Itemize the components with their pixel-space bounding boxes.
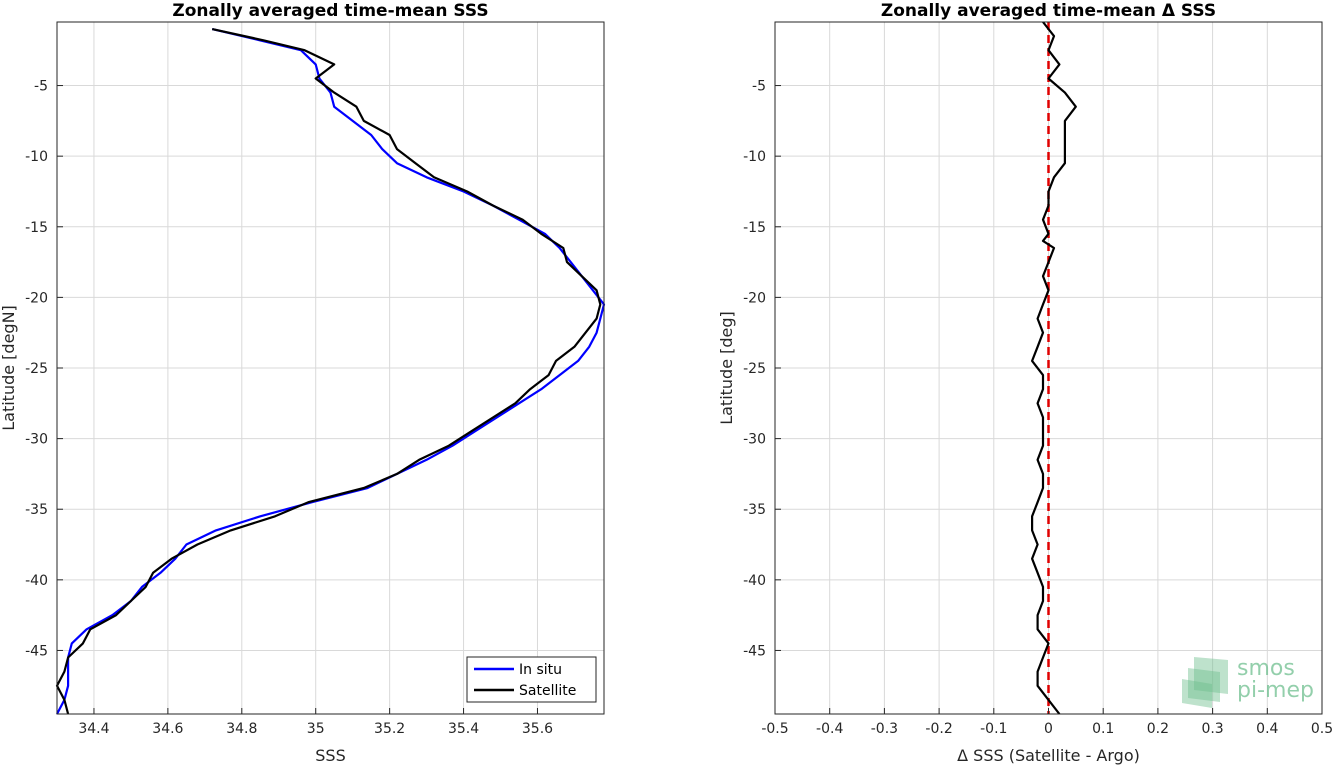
sss-y-axis-label: Latitude [degN] [0, 305, 18, 431]
sss-x-tick-label: 34.6 [152, 721, 183, 737]
delta-y-tick-label: -5 [752, 79, 766, 95]
delta-y-axis-label: Latitude [deg] [717, 311, 736, 425]
sss-y-tick-label: -20 [25, 290, 48, 306]
sss-x-tick-label: 35 [307, 721, 325, 737]
delta-y-ticks: -5 -10 -15 -20 -25 -30 -35 -40 -45 [743, 79, 781, 659]
delta-x-tick-label: 0 [1044, 721, 1053, 737]
smos-pi-mep-logo: smos pi-mep [1182, 656, 1314, 708]
logo-text-pi-mep: pi-mep [1237, 678, 1314, 703]
delta-x-tick-label: -0.3 [871, 721, 898, 737]
legend-box [466, 656, 597, 703]
sss-y-tick-label: -5 [34, 79, 48, 95]
delta-x-tick-label: 0.1 [1092, 721, 1114, 737]
delta-chart-title: Zonally averaged time-mean Δ SSS [881, 1, 1216, 21]
sss-x-tick-label: 35.4 [448, 721, 479, 737]
delta-y-tick-label: -15 [743, 220, 766, 236]
delta-x-tick-label: 0.3 [1201, 721, 1223, 737]
sss-x-tick-label: 34.8 [226, 721, 257, 737]
delta-y-tick-label: -20 [743, 290, 766, 306]
delta-y-tick-label: -35 [743, 502, 766, 518]
sss-x-axis-label: SSS [315, 746, 345, 765]
legend-label-in-situ: In situ [519, 662, 562, 678]
sss-x-tick-label: 34.4 [78, 721, 109, 737]
delta-y-tick-label: -40 [743, 573, 766, 589]
sss-panel: 34.4 34.6 34.8 35 35.2 35.4 35.6 -5 -10 -15 -20 -2… [0, 1, 606, 765]
sss-x-ticks: 34.4 34.6 34.8 35 35.2 35.4 35.6 [78, 708, 553, 737]
sss-y-tick-label: -35 [25, 502, 48, 518]
sss-y-tick-label: -40 [25, 573, 48, 589]
sss-x-tick-label: 35.2 [374, 721, 405, 737]
delta-x-tick-label: -0.5 [761, 721, 788, 737]
delta-x-tick-label: -0.2 [925, 721, 952, 737]
legend: In situ Satellite [466, 656, 597, 703]
delta-x-axis-label: Δ SSS (Satellite - Argo) [957, 746, 1140, 765]
delta-x-tick-label: -0.4 [816, 721, 843, 737]
sss-x-tick-label: 35.6 [522, 721, 553, 737]
legend-label-satellite: Satellite [519, 683, 576, 699]
delta-y-tick-label: -10 [743, 149, 766, 165]
logo-mark-mid [1188, 668, 1220, 702]
delta-sss-panel: -0.5 -0.4 -0.3 -0.2 -0.1 0 0.1 0.2 0.3 0.4 0.5 -5-… [717, 1, 1333, 765]
logo-mark-front [1182, 679, 1212, 708]
logo-mark-back [1194, 657, 1228, 694]
delta-x-tick-label: 0.4 [1256, 721, 1278, 737]
sss-y-tick-label: -45 [25, 643, 48, 659]
sss-series-group [55, 28, 606, 715]
sss-y-tick-label: -15 [25, 220, 48, 236]
delta-y-tick-label: -25 [743, 361, 766, 377]
delta-x-tick-label: 0.2 [1147, 721, 1169, 737]
delta-series-delta [1030, 21, 1077, 715]
sss-series-satellite [55, 28, 602, 715]
delta-x-ticks: -0.5 -0.4 -0.3 -0.2 -0.1 0 0.1 0.2 0.3 0.4 0.5 [761, 708, 1333, 737]
sss-grid [57, 22, 604, 714]
sss-y-tick-label: -30 [25, 432, 48, 448]
delta-series-group [1030, 21, 1077, 715]
sss-y-ticks: -5 -10 -15 -20 -25 -30 -35 -40 -45 [25, 79, 63, 659]
sss-chart-title: Zonally averaged time-mean SSS [172, 1, 488, 21]
sss-series-in-situ [56, 28, 606, 715]
delta-x-tick-label: 0.5 [1311, 721, 1333, 737]
sss-y-tick-label: -10 [25, 149, 48, 165]
sss-y-tick-label: -25 [25, 361, 48, 377]
logo-text-smos: smos [1237, 656, 1295, 681]
delta-y-tick-label: -30 [743, 432, 766, 448]
delta-x-tick-label: -0.1 [980, 721, 1007, 737]
delta-y-tick-label: -45 [743, 643, 766, 659]
